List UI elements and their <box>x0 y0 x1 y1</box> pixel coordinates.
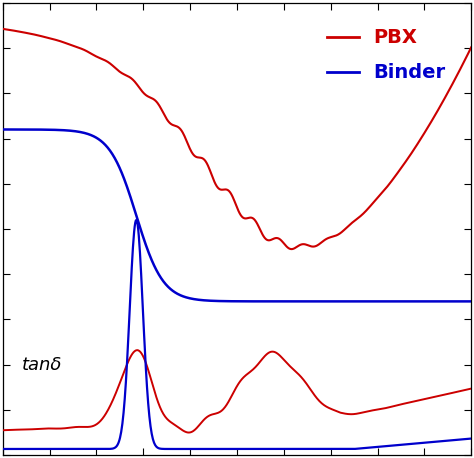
Legend: PBX, Binder: PBX, Binder <box>319 21 453 90</box>
Text: tanδ: tanδ <box>21 356 62 374</box>
